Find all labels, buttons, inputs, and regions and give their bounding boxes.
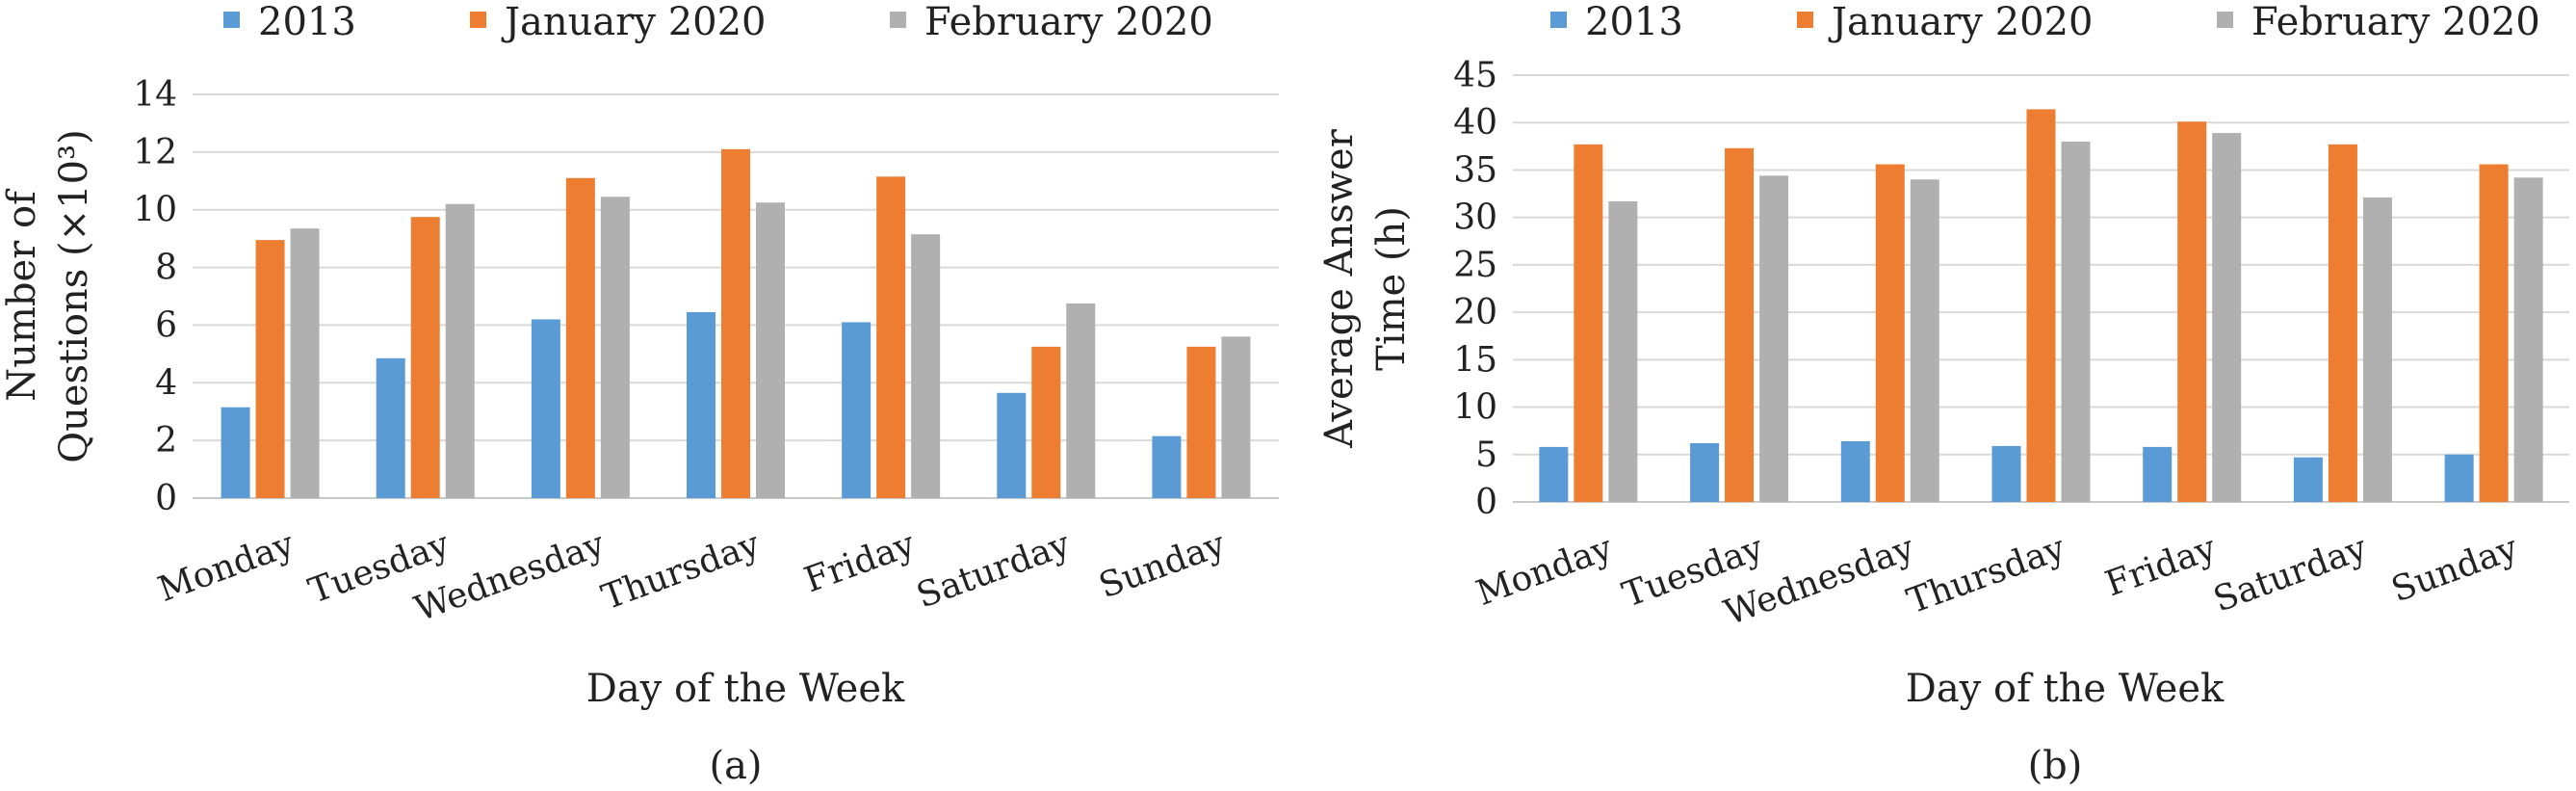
bar-january-2020 [876, 176, 906, 498]
bar-january-2020 [1186, 346, 1216, 498]
y-tick-label: 12 [133, 133, 177, 172]
y-tick-label: 20 [1453, 293, 1497, 332]
bar-february-2020 [2362, 197, 2392, 502]
bar-february-2020 [1608, 200, 1638, 503]
y-tick-label: 2 [155, 421, 177, 461]
y-tick-label: 4 [155, 363, 177, 403]
y-tick-label: 25 [1453, 246, 1497, 285]
x-axis-title: Day of the Week [1906, 667, 2225, 711]
x-tick-label: Friday [799, 524, 921, 600]
bar-january-2020 [721, 148, 750, 498]
bar-january-2020 [2328, 144, 2357, 502]
bar-january-2020 [1031, 346, 1061, 498]
bar-february-2020 [445, 203, 475, 498]
x-tick-label: Saturday [912, 524, 1076, 616]
bar-february-2020 [2212, 133, 2242, 502]
legend-label: January 2020 [501, 0, 766, 44]
bar-february-2020 [1066, 303, 1096, 498]
y-axis-title: Average Answer [1317, 128, 1362, 449]
bar-january-2020 [255, 240, 285, 498]
bar-2013 [2143, 446, 2173, 502]
legend-swatch [1550, 12, 1567, 28]
bar-february-2020 [756, 202, 785, 498]
bar-2013 [997, 392, 1027, 498]
y-axis-title: Number of [0, 188, 44, 402]
bar-2013 [687, 311, 716, 498]
bar-2013 [1991, 445, 2021, 502]
legend-swatch [470, 12, 486, 28]
bar-2013 [1840, 440, 1870, 502]
y-tick-label: 5 [1475, 435, 1497, 475]
legend-swatch [223, 12, 240, 28]
y-tick-label: 15 [1453, 340, 1497, 380]
panel-caption: (a) [709, 744, 762, 788]
x-axis-title: Day of the Week [586, 667, 905, 711]
bar-2013 [1152, 435, 1182, 498]
x-tick-label: Sunday [1094, 524, 1231, 606]
legend-label: 2013 [258, 0, 356, 44]
x-tick-label: Monday [153, 524, 299, 610]
bar-january-2020 [410, 217, 440, 499]
bar-february-2020 [2513, 177, 2543, 502]
x-tick-label: Thursday [597, 524, 766, 618]
y-axis-title: Time (h) [1369, 206, 1414, 371]
x-tick-label: Thursday [1902, 528, 2070, 621]
x-tick-label: Sunday [2386, 528, 2523, 610]
y-tick-label: 45 [1453, 56, 1497, 95]
bar-february-2020 [1221, 336, 1251, 498]
y-tick-label: 40 [1453, 103, 1497, 143]
bar-2013 [221, 407, 250, 498]
x-tick-label: Saturday [2208, 528, 2372, 620]
bar-february-2020 [600, 197, 630, 498]
bar-january-2020 [1875, 164, 1905, 502]
bar-2013 [842, 322, 872, 498]
legend-label: February 2020 [924, 0, 1213, 44]
bar-2013 [2444, 454, 2474, 502]
bar-february-2020 [290, 228, 320, 499]
y-tick-label: 30 [1453, 198, 1497, 238]
bar-january-2020 [2026, 109, 2056, 502]
bar-february-2020 [2061, 141, 2091, 502]
bar-february-2020 [911, 234, 941, 498]
y-axis-title: Questions (×10³) [52, 129, 96, 462]
bar-january-2020 [565, 177, 595, 499]
x-tick-label: Friday [2100, 528, 2222, 604]
panel-caption: (b) [2028, 744, 2083, 788]
legend-label: 2013 [1585, 0, 1683, 44]
bar-february-2020 [1910, 179, 1939, 503]
bar-2013 [2293, 457, 2323, 502]
bar-january-2020 [2479, 164, 2509, 502]
y-tick-label: 0 [1475, 483, 1497, 522]
y-tick-label: 35 [1453, 150, 1497, 190]
y-tick-label: 0 [155, 479, 177, 518]
bar-february-2020 [1759, 175, 1789, 502]
x-tick-label: Monday [1471, 528, 1618, 614]
y-tick-label: 10 [1453, 388, 1497, 428]
y-tick-label: 10 [133, 191, 177, 230]
y-tick-label: 14 [133, 75, 177, 115]
bar-2013 [376, 357, 405, 498]
bar-2013 [1539, 446, 1569, 502]
y-tick-label: 6 [155, 305, 177, 345]
legend-swatch [890, 12, 906, 28]
legend-swatch [2217, 12, 2233, 28]
legend-swatch [1797, 12, 1813, 28]
bar-2013 [531, 319, 560, 498]
bar-january-2020 [2177, 121, 2207, 502]
y-tick-label: 8 [155, 249, 177, 288]
legend-label: February 2020 [2251, 0, 2540, 44]
bar-2013 [1690, 442, 1720, 502]
bar-january-2020 [1574, 144, 1603, 502]
bar-january-2020 [1725, 147, 1755, 502]
legend-label: January 2020 [1828, 0, 2093, 44]
